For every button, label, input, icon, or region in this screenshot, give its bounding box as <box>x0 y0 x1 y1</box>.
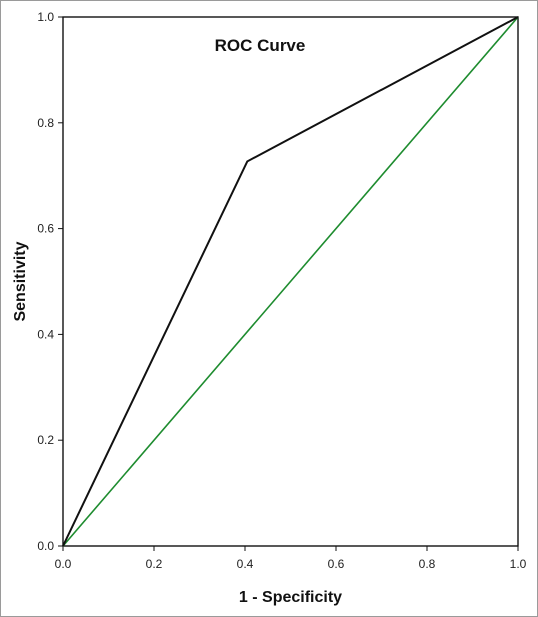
x-tick-label: 0.8 <box>419 557 436 571</box>
x-tick-label: 0.0 <box>55 557 72 571</box>
chart-title: ROC Curve <box>215 36 306 55</box>
x-tick-label: 1.0 <box>510 557 527 571</box>
x-tick-label: 0.2 <box>146 557 163 571</box>
y-axis-title: Sensitivity <box>12 241 29 321</box>
series-layer <box>62 16 519 547</box>
reference-diagonal-line <box>62 16 519 547</box>
x-axis-ticks: 0.0 0.2 0.4 0.6 0.8 1.0 <box>55 546 527 571</box>
plot-area <box>62 16 519 547</box>
plot-border <box>62 16 519 547</box>
y-axis-ticks: 0.0 0.2 0.4 0.6 0.8 1.0 <box>37 10 63 553</box>
y-tick-label: 0.2 <box>37 433 54 447</box>
y-tick-label: 0.4 <box>37 327 54 341</box>
y-tick-label: 0.8 <box>37 116 54 130</box>
x-tick-label: 0.4 <box>237 557 254 571</box>
x-tick-label: 0.6 <box>328 557 345 571</box>
x-axis-title: 1 - Specificity <box>239 589 342 606</box>
y-tick-label: 0.0 <box>37 539 54 553</box>
roc-curve-line <box>62 16 519 547</box>
y-tick-label: 0.6 <box>37 222 54 236</box>
y-tick-label: 1.0 <box>37 10 54 24</box>
